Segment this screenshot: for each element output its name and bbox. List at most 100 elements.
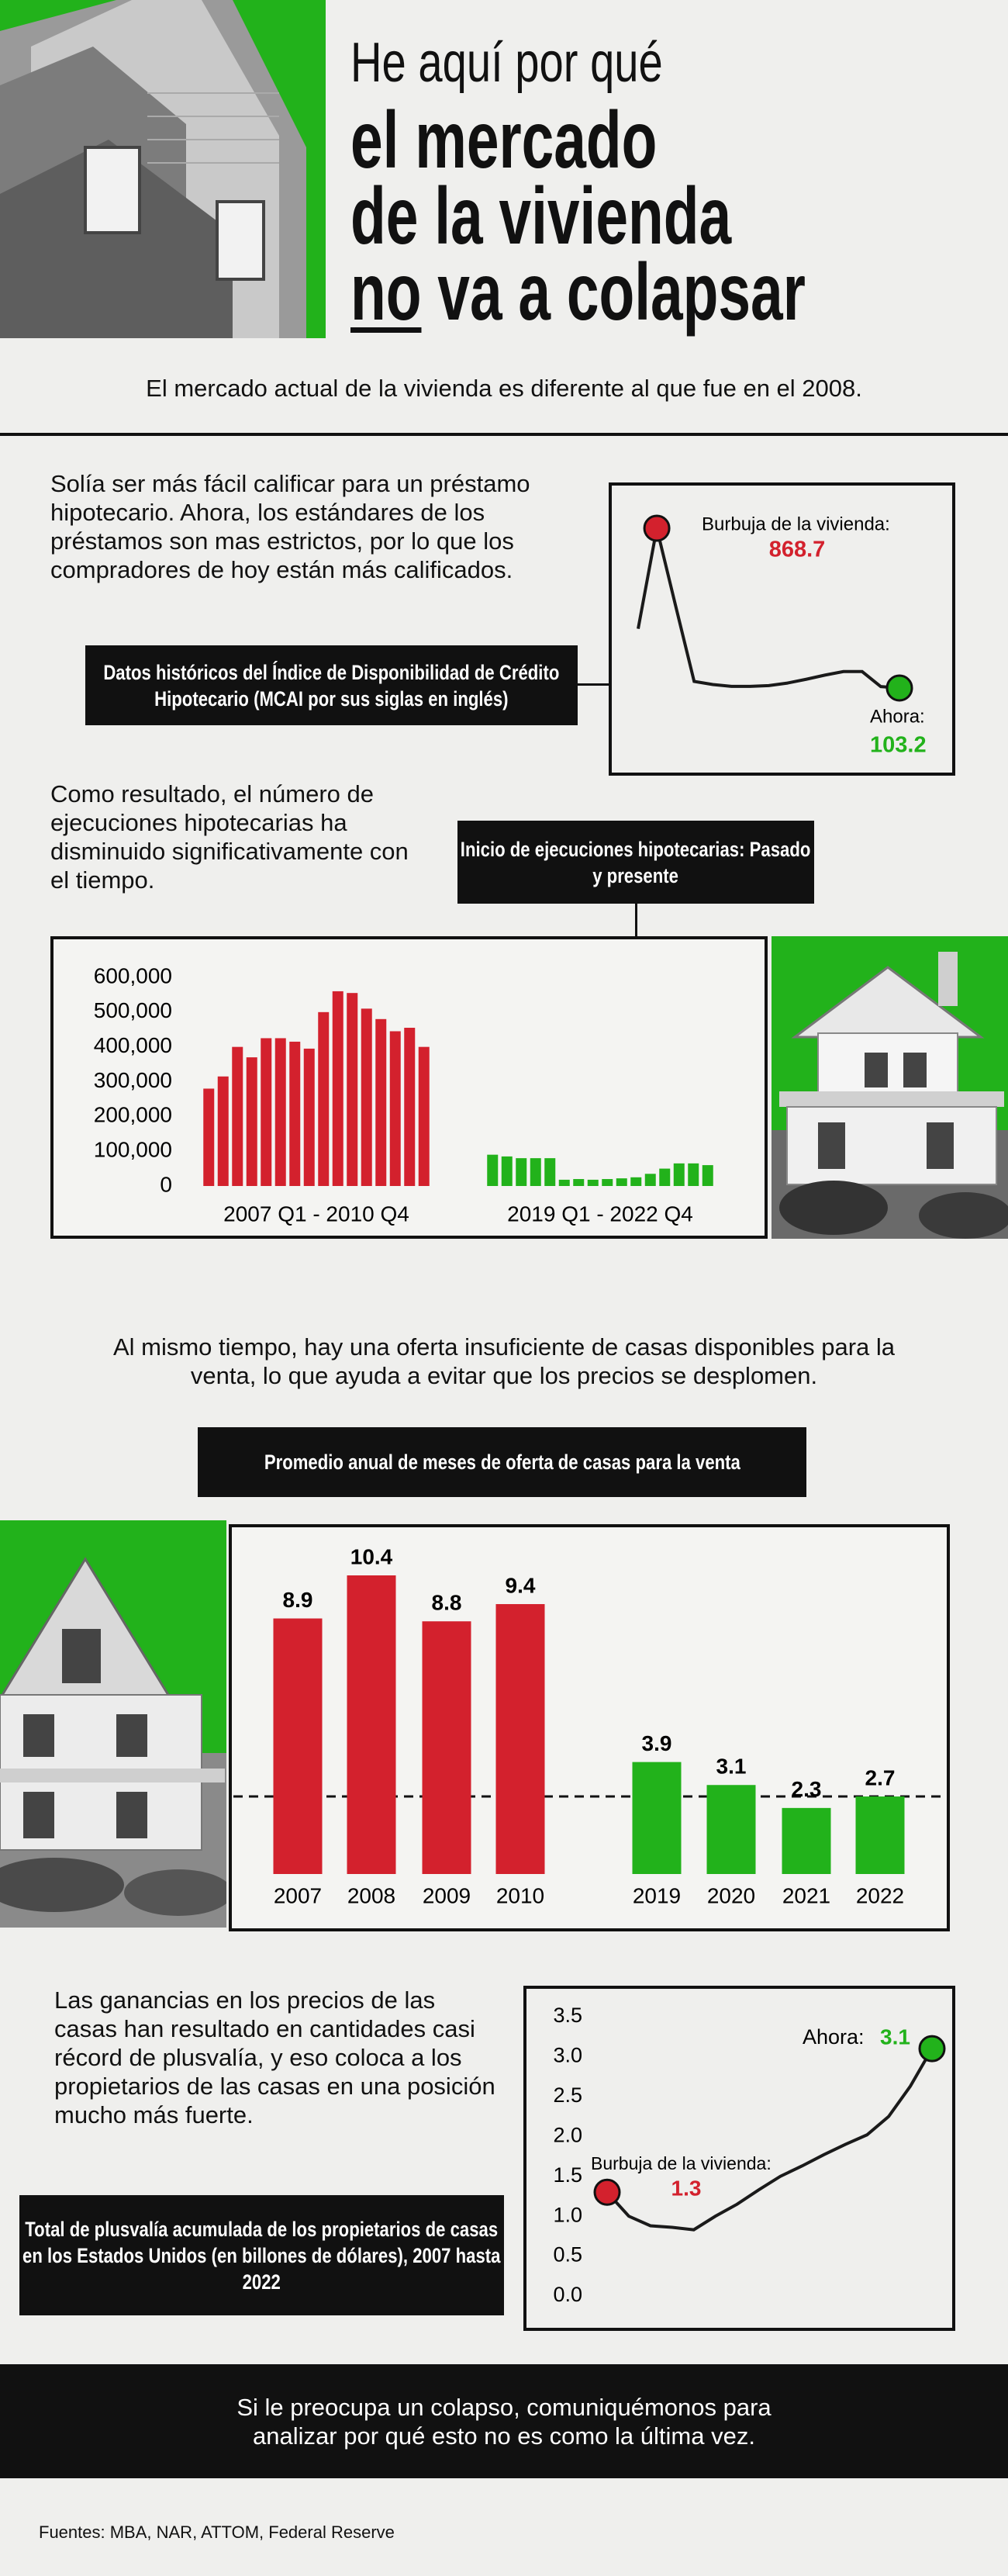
bar	[418, 1046, 430, 1186]
bar	[516, 1158, 527, 1186]
headline-underlined: no	[350, 247, 422, 337]
bar	[673, 1163, 685, 1186]
bar	[644, 1174, 656, 1186]
section-text: Solía ser más fácil calificar para un pr…	[50, 470, 530, 583]
headline-line: de la vivienda	[350, 171, 732, 261]
foreclosure-chart: 0 100,000 200,000 300,000 400,000 500,000 600,…	[50, 936, 768, 1239]
x-tick-label: 2019	[633, 1883, 681, 1907]
y-tick-label: 0.5	[553, 2243, 582, 2267]
y-tick-label: 100,000	[94, 1138, 172, 1162]
header-photo	[0, 0, 326, 338]
annotation-value: 103.2	[870, 733, 927, 758]
intro: El mercado actual de la vivienda es dife…	[146, 375, 862, 402]
bar	[217, 1076, 229, 1186]
y-tick-label: 0.0	[553, 2283, 582, 2306]
headline-line: no va a colapsar	[350, 247, 806, 339]
bar	[706, 1785, 756, 1874]
annotation-value: 3.1	[880, 2024, 910, 2049]
value-label: 2.3	[792, 1777, 822, 1801]
line	[637, 527, 900, 690]
bar	[530, 1158, 541, 1186]
cta-text: Si le preocupa un colapso, comuniquémono…	[236, 2393, 772, 2450]
label-text: Total de plusvalía acumulada de los prop…	[22, 2217, 501, 2294]
bar	[632, 1762, 682, 1874]
bar	[404, 1028, 416, 1186]
annotation-label: Ahora:	[870, 706, 925, 727]
label-text: Datos históricos del Índice de Disponibi…	[103, 660, 560, 711]
label-box: Datos históricos del Índice de Disponibi…	[85, 645, 578, 725]
x-tick-label: 2022	[856, 1883, 904, 1907]
y-tick-label: 600,000	[94, 963, 172, 987]
y-tick-label: 2.0	[553, 2123, 582, 2146]
section-text: Como resultado, el número de ejecuciones…	[50, 780, 409, 894]
bar	[616, 1178, 627, 1186]
bar	[274, 1038, 286, 1186]
house-photo	[772, 936, 1008, 1239]
bar	[544, 1158, 556, 1186]
headline-line: el mercado	[350, 95, 658, 185]
section-text: Las ganancias en los precios de las casa…	[54, 1986, 495, 2128]
supply-chart: 8.9 2007 10.4 2008 8.8 2009 9.4 2010 3.9 2019 3.1 2…	[229, 1524, 950, 1931]
value-label: 3.1	[716, 1755, 747, 1779]
bar	[659, 1168, 671, 1186]
bar	[203, 1088, 215, 1186]
point-marker	[593, 2178, 621, 2206]
x-tick-label: 2008	[347, 1883, 395, 1907]
bar	[602, 1179, 613, 1186]
bar	[246, 1057, 257, 1186]
cta-band: Si le preocupa un colapso, comuniquémono…	[0, 2364, 1008, 2478]
bar	[630, 1177, 642, 1186]
line	[606, 2048, 934, 2232]
y-tick-label: 1.0	[553, 2203, 582, 2226]
bar	[389, 1031, 401, 1186]
bar	[495, 1604, 545, 1874]
bar	[855, 1796, 905, 1874]
value-label: 10.4	[350, 1544, 393, 1568]
x-tick-label: 2020	[707, 1883, 755, 1907]
bar	[501, 1156, 513, 1186]
annotation-value: 1.3	[671, 2176, 702, 2200]
bar	[688, 1163, 699, 1186]
chart-title-box: Promedio anual de meses de oferta de cas…	[198, 1427, 806, 1497]
bar	[261, 1038, 272, 1186]
y-tick-label: 200,000	[94, 1103, 172, 1127]
bar	[702, 1165, 713, 1186]
bar	[487, 1154, 499, 1186]
y-tick-label: 1.5	[553, 2163, 582, 2187]
value-label: 8.9	[283, 1588, 313, 1612]
point-marker	[885, 674, 913, 702]
house-photo	[0, 1520, 226, 1928]
bar	[332, 991, 343, 1186]
point-marker	[918, 2035, 946, 2063]
value-label: 9.4	[506, 1573, 536, 1597]
value-label: 2.7	[865, 1765, 896, 1789]
bar	[273, 1618, 323, 1874]
bar	[361, 1008, 372, 1186]
value-label: 3.9	[642, 1731, 672, 1755]
bar	[347, 1575, 396, 1874]
y-tick-label: 300,000	[94, 1068, 172, 1092]
y-tick-label: 3.5	[553, 2004, 582, 2027]
value-label: 8.8	[432, 1591, 462, 1615]
x-tick-label: 2007	[274, 1883, 322, 1907]
annotation-label: Ahora:	[803, 2025, 865, 2049]
x-tick-label: 2021	[782, 1883, 830, 1907]
bar	[289, 1041, 301, 1186]
chart-title: Inicio de ejecuciones hipotecarias: Pasa…	[461, 837, 811, 887]
bar	[347, 993, 358, 1186]
y-tick-label: 0	[160, 1172, 172, 1196]
headline-rest: va a colapsar	[437, 247, 806, 337]
y-tick-label: 3.0	[553, 2044, 582, 2067]
chart-title-box: Inicio de ejecuciones hipotecarias: Pasa…	[457, 821, 814, 904]
group-label: 2019 Q1 - 2022 Q4	[507, 1202, 693, 1226]
connector	[578, 683, 610, 686]
equity-chart: 0.0 0.5 1.0 1.5 2.0 2.5 3.0 3.5 Burbuja de la vi…	[523, 1986, 955, 2331]
point-marker	[643, 514, 671, 542]
headline-line: He aquí por qué	[350, 32, 663, 94]
annotation-label: Burbuja de la vivienda:	[591, 2153, 772, 2173]
bar	[782, 1807, 831, 1874]
y-tick-label: 2.5	[553, 2083, 582, 2107]
group-label: 2007 Q1 - 2010 Q4	[223, 1202, 409, 1226]
bar	[422, 1621, 471, 1874]
